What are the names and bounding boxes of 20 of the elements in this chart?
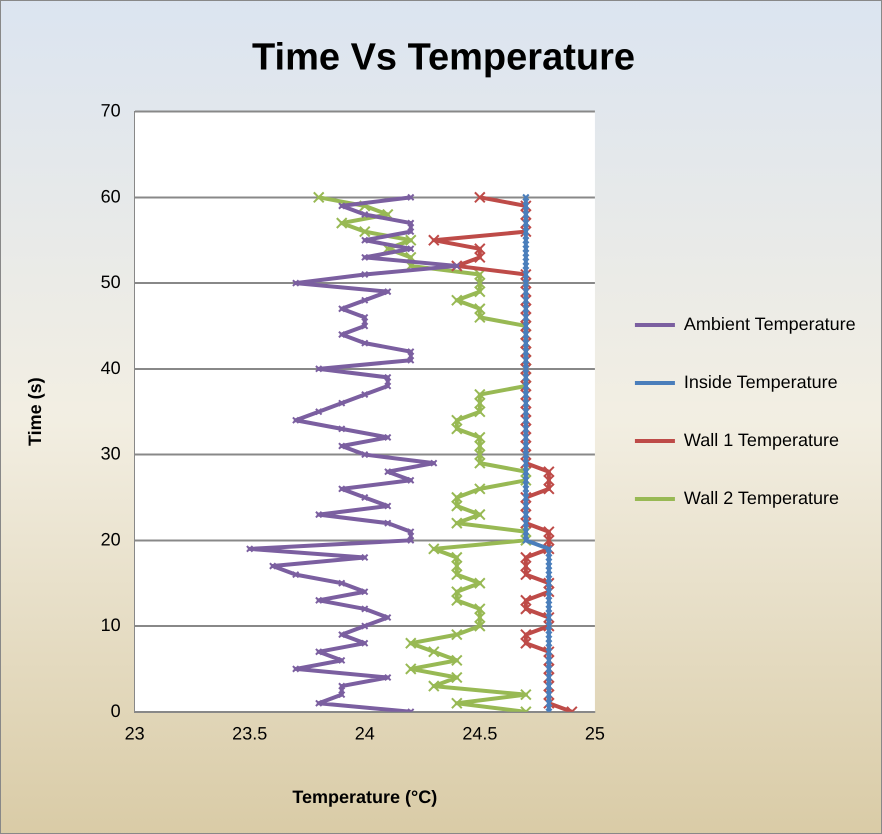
x-tick-label: 25 [584,724,605,744]
y-tick-label: 30 [100,444,121,464]
y-tick-label: 60 [100,186,121,206]
y-tick-label: 20 [100,529,121,550]
legend-label: Inside Temperature [684,372,838,392]
x-tick-label: 24.5 [462,724,498,744]
y-axis-title: Time (s) [24,377,45,446]
x-axis-title: Temperature (°C) [292,787,438,808]
legend-label: Wall 2 Temperature [684,488,839,508]
legend-label: Wall 1 Temperature [684,430,839,450]
x-tick-label: 24 [354,724,375,744]
x-tick-label: 23 [124,724,145,744]
y-tick-label: 0 [110,700,121,721]
y-tick-label: 40 [100,358,121,378]
x-tick-label: 23.5 [232,724,268,744]
chart-title: Time Vs Temperature [252,36,635,78]
y-tick-label: 70 [100,100,121,121]
y-tick-label: 10 [100,615,121,636]
legend-label: Ambient Temperature [684,314,856,334]
y-tick-label: 50 [100,272,121,292]
